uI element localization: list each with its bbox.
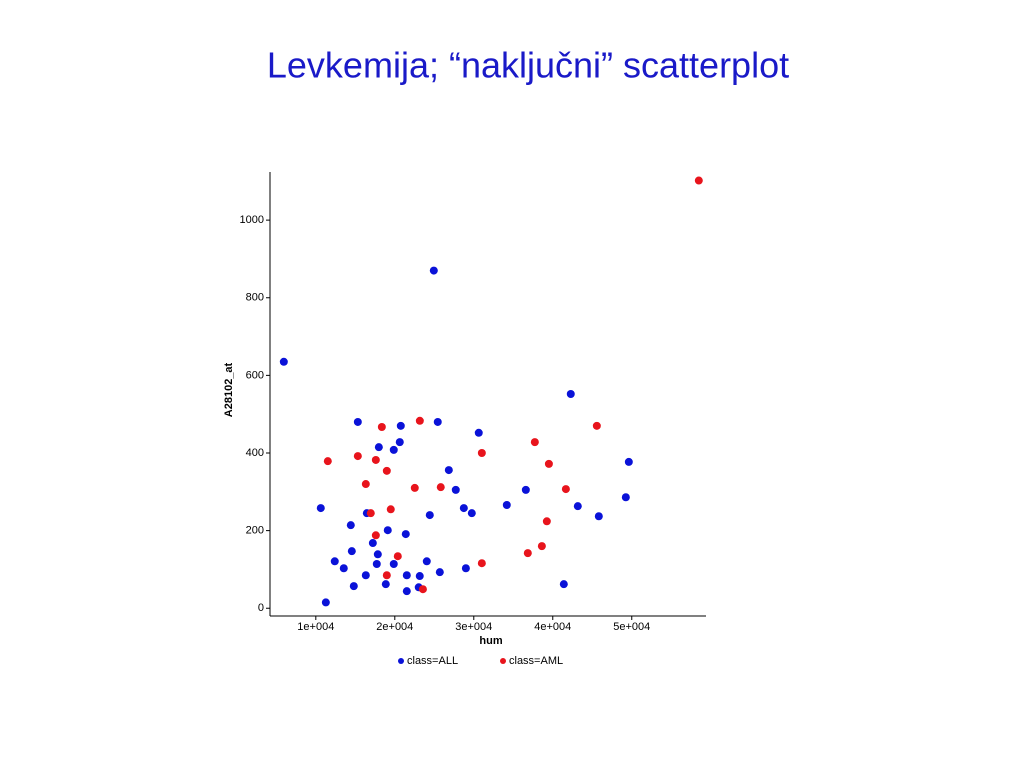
point <box>361 480 370 489</box>
point <box>451 485 460 494</box>
point <box>383 526 392 535</box>
point <box>415 572 424 581</box>
point <box>422 557 431 566</box>
point <box>425 511 434 520</box>
point <box>366 509 375 518</box>
x-tick-label: 1e+004 <box>297 621 334 633</box>
slide-title: Levkemija; “naključni” scatterplot <box>267 45 789 86</box>
point <box>429 266 438 275</box>
point <box>401 530 410 539</box>
point <box>402 587 411 596</box>
point <box>346 521 355 530</box>
legend-marker <box>500 658 506 664</box>
point <box>624 457 633 466</box>
point <box>371 531 380 540</box>
point <box>381 580 390 589</box>
legend-label: class=ALL <box>407 655 458 667</box>
y-tick-label: 200 <box>246 525 264 537</box>
point <box>694 176 703 185</box>
point <box>477 559 486 568</box>
legend-marker <box>398 658 404 664</box>
point <box>389 445 398 454</box>
point <box>435 568 444 577</box>
point <box>523 549 532 558</box>
point <box>382 466 391 475</box>
y-tick-label: 400 <box>246 447 264 459</box>
point <box>559 580 568 589</box>
point <box>382 571 391 580</box>
y-tick-label: 1000 <box>240 214 264 226</box>
point <box>349 582 358 591</box>
y-tick-label: 800 <box>246 292 264 304</box>
y-tick-label: 600 <box>246 369 264 381</box>
point <box>347 547 356 556</box>
point <box>433 417 442 426</box>
point <box>330 557 339 566</box>
point <box>321 598 330 607</box>
point <box>279 357 288 366</box>
point <box>444 466 453 475</box>
y-axis-label: A28102_at <box>223 362 235 417</box>
point <box>402 571 411 580</box>
legend-label: class=AML <box>509 655 563 667</box>
point <box>418 585 427 594</box>
point <box>561 485 570 494</box>
point <box>395 438 404 447</box>
point <box>477 448 486 457</box>
point <box>373 550 382 559</box>
point <box>436 483 445 492</box>
point <box>521 485 530 494</box>
point <box>389 559 398 568</box>
point <box>594 512 603 521</box>
point <box>621 493 630 502</box>
point <box>316 504 325 513</box>
point <box>371 455 380 464</box>
point <box>415 416 424 425</box>
point <box>361 571 370 580</box>
point <box>372 559 381 568</box>
x-tick-label: 3e+004 <box>455 621 492 633</box>
point <box>461 564 470 573</box>
point <box>339 564 348 573</box>
point <box>474 428 483 437</box>
point <box>353 452 362 461</box>
point <box>374 443 383 452</box>
point <box>377 422 386 431</box>
x-tick-label: 5e+004 <box>613 621 650 633</box>
x-axis-label: hum <box>479 635 502 647</box>
point <box>530 438 539 447</box>
point <box>573 502 582 511</box>
point <box>542 517 551 526</box>
point <box>368 539 377 548</box>
point <box>537 542 546 551</box>
point <box>410 483 419 492</box>
point <box>459 504 468 513</box>
y-tick-label: 0 <box>258 602 264 614</box>
point <box>566 390 575 398</box>
point <box>323 457 332 466</box>
point <box>396 421 405 430</box>
point <box>544 459 553 468</box>
point <box>386 505 395 514</box>
x-tick-label: 4e+004 <box>534 621 571 633</box>
point <box>393 552 402 561</box>
point <box>502 501 511 509</box>
point <box>592 421 601 430</box>
x-tick-label: 2e+004 <box>376 621 413 633</box>
point <box>467 509 476 518</box>
point <box>353 417 362 426</box>
